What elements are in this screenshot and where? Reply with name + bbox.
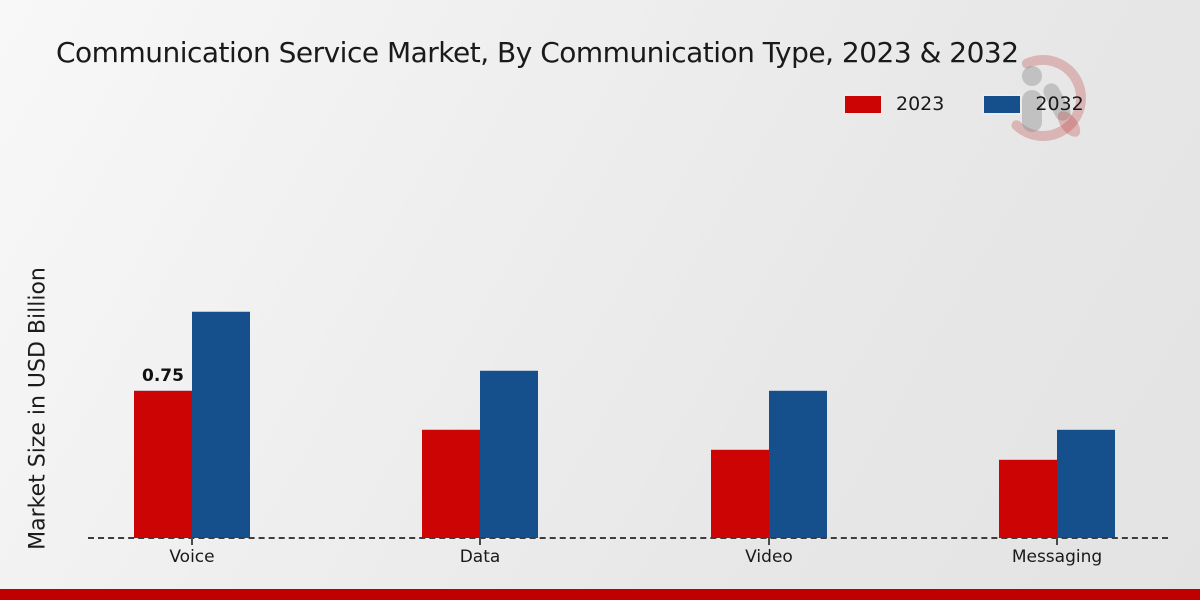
legend-item-2023: 2023 (843, 93, 944, 115)
x-axis-label-messaging: Messaging (1011, 547, 1103, 567)
x-axis-label-data: Data (459, 547, 501, 567)
bar-video-2032 (769, 390, 827, 538)
bar-voice-2023 (134, 390, 192, 538)
brand-watermark-icon (1000, 55, 1086, 141)
legend-label-2032: 2032 (1035, 93, 1084, 115)
bar-video-2023 (711, 449, 769, 538)
x-axis-label-video: Video (745, 547, 793, 567)
x-axis-tick-voice (191, 538, 193, 545)
legend-swatch-2023 (843, 93, 883, 115)
bar-value-label-voice-2023: 0.75 (142, 366, 184, 386)
bar-data-2023 (422, 429, 480, 538)
legend-swatch-2032 (982, 93, 1023, 115)
x-axis-tick-data (479, 538, 481, 545)
legend-item-2032: 2032 (982, 93, 1084, 115)
bar-voice-2032 (192, 311, 250, 538)
x-axis-tick-video (768, 538, 770, 545)
bar-messaging-2023 (999, 459, 1057, 538)
x-axis-baseline (88, 537, 1168, 539)
x-axis-tick-messaging (1056, 538, 1058, 545)
x-axis-label-voice: Voice (169, 547, 215, 567)
footer-accent-bar (0, 589, 1200, 600)
chart-title: Communication Service Market, By Communi… (56, 36, 1019, 69)
legend: 2023 2032 (843, 93, 1084, 115)
bar-messaging-2032 (1057, 429, 1115, 538)
bar-data-2032 (480, 370, 538, 538)
legend-label-2023: 2023 (896, 93, 945, 115)
